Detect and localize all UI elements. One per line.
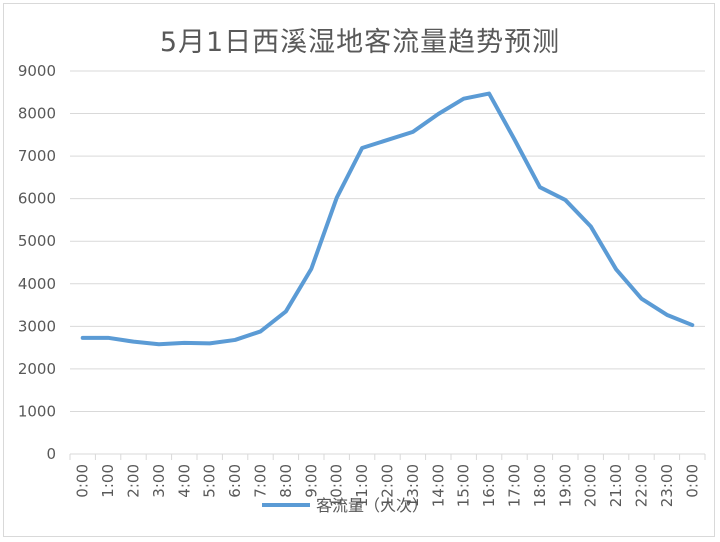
x-tick-label: 9:00 bbox=[302, 464, 320, 498]
x-tick-label: 21:00 bbox=[607, 464, 625, 507]
x-tick-label: 6:00 bbox=[226, 464, 244, 498]
y-tick-label: 1000 bbox=[18, 402, 56, 420]
x-tick-label: 12:00 bbox=[379, 464, 397, 507]
x-tick-label: 19:00 bbox=[556, 464, 574, 507]
x-tick-label: 17:00 bbox=[506, 464, 524, 507]
y-axis-ticks: 0 1000 2000 3000 4000 5000 6000 7000 8000 9000 bbox=[18, 62, 56, 463]
x-tick-label: 18:00 bbox=[531, 464, 549, 507]
y-tick-label: 8000 bbox=[18, 105, 56, 123]
x-tick-label: 7:00 bbox=[252, 464, 270, 498]
legend-label: 客流量（人次） bbox=[316, 496, 428, 515]
series-group bbox=[80, 91, 695, 347]
y-tick-label: 7000 bbox=[18, 147, 56, 165]
chart-frame bbox=[3, 3, 715, 537]
x-tick-label: 0:00 bbox=[683, 464, 701, 498]
x-tick-label: 13:00 bbox=[404, 464, 422, 507]
chart-title: 5月1日西溪湿地客流量趋势预测 bbox=[159, 27, 561, 58]
legend: 客流量（人次） bbox=[262, 496, 428, 515]
x-tick-label: 4:00 bbox=[175, 464, 193, 498]
x-tick-label: 3:00 bbox=[150, 464, 168, 498]
y-tick-label: 3000 bbox=[18, 317, 56, 335]
x-tick-label: 11:00 bbox=[353, 464, 371, 507]
y-tick-label: 6000 bbox=[18, 190, 56, 208]
x-tick-label: 15:00 bbox=[455, 464, 473, 507]
y-tick-label: 4000 bbox=[18, 275, 56, 293]
x-tick-label: 8:00 bbox=[277, 464, 295, 498]
x-tick-label: 5:00 bbox=[201, 464, 219, 498]
series-line bbox=[80, 91, 695, 347]
x-tick-label: 14:00 bbox=[429, 464, 447, 507]
gridlines bbox=[69, 70, 706, 460]
y-tick-label: 5000 bbox=[18, 232, 56, 250]
x-tick-label: 20:00 bbox=[582, 464, 600, 507]
y-tick-label: 9000 bbox=[18, 62, 56, 80]
x-tick-label: 2:00 bbox=[125, 464, 143, 498]
x-tick-label: 10:00 bbox=[328, 464, 346, 507]
x-tick-label: 1:00 bbox=[99, 464, 117, 498]
y-tick-label: 0 bbox=[46, 445, 56, 463]
x-tick-label: 22:00 bbox=[633, 464, 651, 507]
y-tick-label: 2000 bbox=[18, 360, 56, 378]
x-tick-label: 16:00 bbox=[480, 464, 498, 507]
x-tick-label: 0:00 bbox=[74, 464, 92, 498]
x-axis-ticks: 0:00 1:00 2:00 3:00 4:00 5:00 6:00 7:00 8:00 9:00… bbox=[74, 464, 702, 507]
x-tick-label: 23:00 bbox=[658, 464, 676, 507]
